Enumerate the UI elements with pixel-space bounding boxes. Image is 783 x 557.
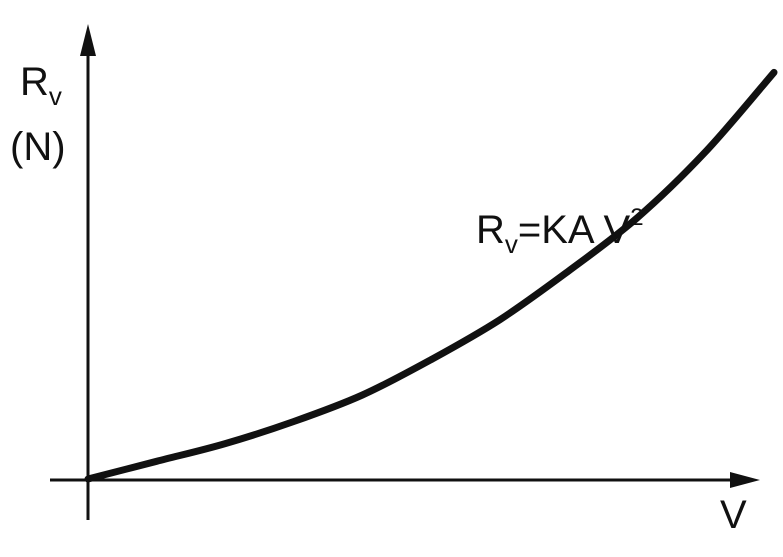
equation-rhs: KA V (541, 208, 630, 252)
y-axis-unit: (N) (10, 125, 66, 169)
y-axis-label-subscript: v (49, 81, 62, 111)
equation-rhs-superscript: 2 (630, 204, 643, 231)
x-axis-arrow-icon (730, 472, 760, 488)
y-axis-label: Rv (20, 60, 62, 111)
equation-lhs-subscript: v (505, 229, 518, 259)
equation-equals: = (518, 208, 541, 252)
axes (50, 24, 760, 520)
y-axis-label-symbol: R (20, 60, 49, 104)
series-line-resistance (84, 68, 778, 483)
y-axis-arrow-icon (80, 24, 96, 56)
curve-equation-annotation: Rv=KA V2 (476, 204, 644, 259)
x-axis-label: V (720, 493, 747, 537)
equation-lhs: R (476, 208, 505, 252)
